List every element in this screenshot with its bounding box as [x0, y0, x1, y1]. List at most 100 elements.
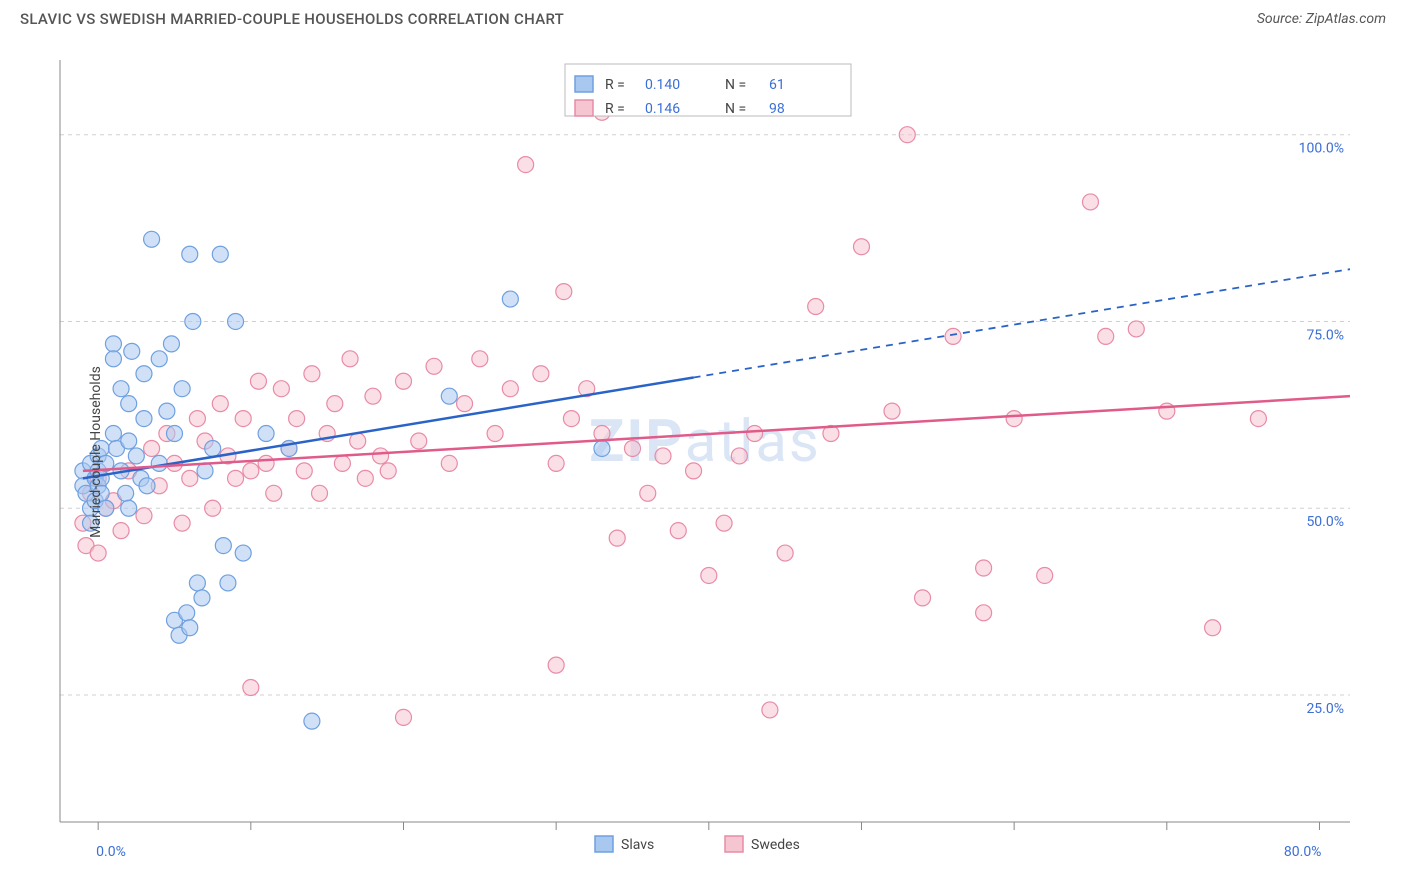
data-point [151, 455, 167, 471]
data-point [472, 351, 488, 367]
data-point [395, 709, 411, 725]
data-point [357, 470, 373, 486]
data-point [139, 478, 155, 494]
data-point [327, 396, 343, 412]
data-point [716, 515, 732, 531]
data-point [121, 396, 137, 412]
legend-n-value: 61 [769, 77, 785, 93]
y-tick-label: 25.0% [1306, 701, 1344, 717]
data-point [118, 485, 134, 501]
data-point [609, 530, 625, 546]
data-point [228, 470, 244, 486]
data-point [518, 157, 534, 173]
data-point [182, 246, 198, 262]
data-point [182, 470, 198, 486]
legend-swatch [575, 76, 593, 92]
data-point [624, 440, 640, 456]
data-point [395, 373, 411, 389]
data-point [182, 620, 198, 636]
data-point [548, 657, 564, 673]
data-point [258, 455, 274, 471]
data-point [563, 411, 579, 427]
data-point [373, 448, 389, 464]
data-point [350, 433, 366, 449]
data-point [212, 396, 228, 412]
data-point [380, 463, 396, 479]
y-tick-label: 100.0% [1299, 141, 1344, 157]
header: SLAVIC VS SWEDISH MARRIED-COUPLE HOUSEHO… [0, 0, 1406, 36]
data-point [976, 560, 992, 576]
data-point [655, 448, 671, 464]
data-point [113, 523, 129, 539]
legend-r-label: R = [605, 77, 625, 93]
data-point [128, 448, 144, 464]
data-point [365, 388, 381, 404]
data-point [166, 426, 182, 442]
data-point [640, 485, 656, 501]
legend-swatch [575, 100, 593, 116]
data-point [194, 590, 210, 606]
data-point [105, 336, 121, 352]
data-point [296, 463, 312, 479]
data-point [808, 299, 824, 315]
legend-n-value: 98 [769, 101, 785, 117]
data-point [701, 567, 717, 583]
data-point [312, 485, 328, 501]
data-point [884, 403, 900, 419]
data-point [189, 575, 205, 591]
y-tick-label: 75.0% [1306, 327, 1344, 343]
data-point [189, 411, 205, 427]
data-point [163, 336, 179, 352]
data-point [258, 426, 274, 442]
data-point [266, 485, 282, 501]
data-point [235, 545, 251, 561]
data-point [762, 702, 778, 718]
data-point [426, 358, 442, 374]
data-point [777, 545, 793, 561]
data-point [243, 463, 259, 479]
legend-swatch [595, 836, 613, 852]
data-point [205, 500, 221, 516]
data-point [731, 448, 747, 464]
scatter-chart: 25.0%50.0%75.0%100.0%0.0%80.0%ZIPatlasR … [20, 42, 1386, 862]
data-point [556, 284, 572, 300]
data-point [686, 463, 702, 479]
data-point [441, 455, 457, 471]
data-point [105, 426, 121, 442]
data-point [136, 366, 152, 382]
data-point [899, 127, 915, 143]
data-point [1082, 194, 1098, 210]
data-point [1205, 620, 1221, 636]
data-point [136, 508, 152, 524]
data-point [105, 351, 121, 367]
data-point [235, 411, 251, 427]
legend-r-label: R = [605, 101, 625, 117]
data-point [1250, 411, 1266, 427]
data-point [441, 388, 457, 404]
data-point [273, 381, 289, 397]
data-point [174, 381, 190, 397]
data-point [212, 246, 228, 262]
legend-series-label: Swedes [751, 837, 800, 853]
data-point [179, 605, 195, 621]
data-point [1006, 411, 1022, 427]
data-point [228, 313, 244, 329]
data-point [915, 590, 931, 606]
data-point [457, 396, 473, 412]
data-point [121, 433, 137, 449]
data-point [90, 545, 106, 561]
data-point [197, 463, 213, 479]
data-point [144, 231, 160, 247]
data-point [1098, 328, 1114, 344]
data-point [220, 575, 236, 591]
chart-title: SLAVIC VS SWEDISH MARRIED-COUPLE HOUSEHO… [20, 10, 564, 28]
data-point [250, 373, 266, 389]
x-tick-label: 0.0% [96, 844, 126, 860]
data-point [502, 291, 518, 307]
data-point [853, 239, 869, 255]
data-point [159, 403, 175, 419]
data-point [1037, 567, 1053, 583]
y-axis-label: Married-couple Households [88, 366, 104, 538]
data-point [533, 366, 549, 382]
watermark: ZIPatlas [589, 408, 821, 476]
